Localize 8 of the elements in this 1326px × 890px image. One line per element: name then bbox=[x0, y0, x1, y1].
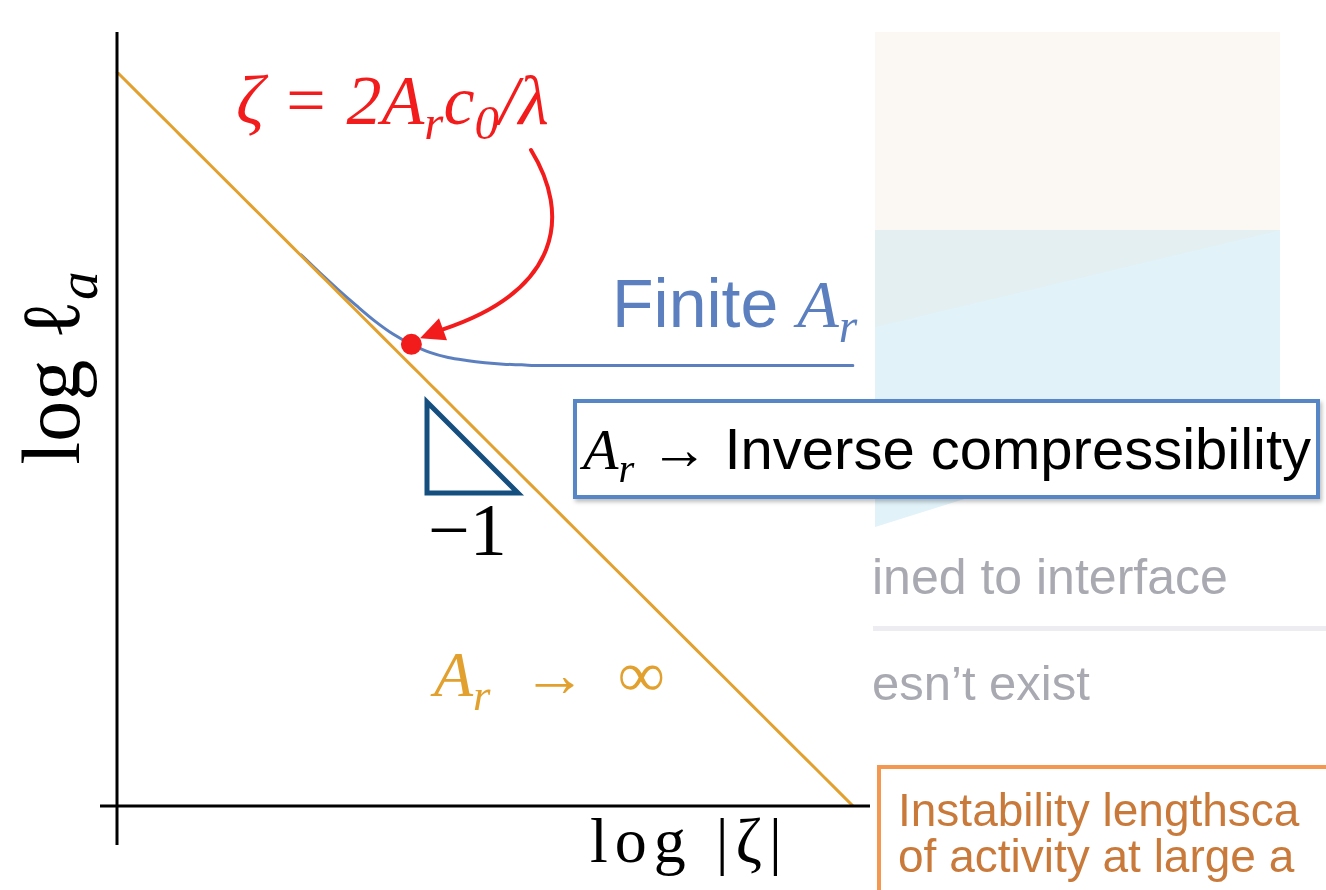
annotation: A$_{r}$ → Inverse compressibility bbox=[573, 399, 1320, 499]
text: ined to interface bbox=[872, 549, 1228, 605]
annotation: ζ = 2A$_{r}$c$_{0}$/λ bbox=[236, 62, 549, 150]
annotation: −1 bbox=[428, 489, 507, 572]
series-label: Finite A$_{r}$ bbox=[612, 265, 858, 352]
x-axis-title: log |ζ| bbox=[590, 805, 789, 877]
text: Instability lengthsca of activity at large a bbox=[877, 765, 1326, 890]
text: esn’t exist bbox=[872, 656, 1090, 711]
